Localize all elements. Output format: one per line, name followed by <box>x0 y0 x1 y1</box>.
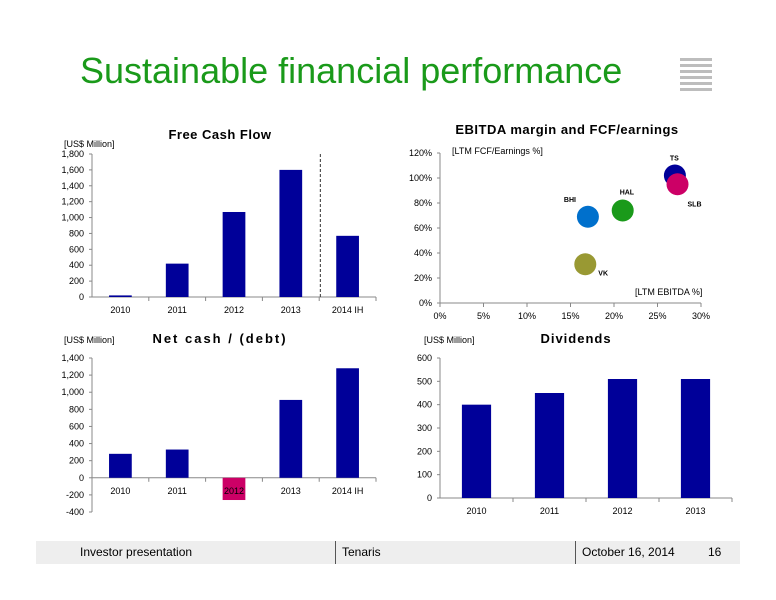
y-tick-label: 1,000 <box>61 387 84 397</box>
free-cash-flow-chart: Free Cash Flow [US$ Million] 0 200 400 600 8… <box>61 127 377 315</box>
y-tick-label: 600 <box>69 244 84 254</box>
x-tick-label: 2011 <box>168 486 187 496</box>
x-tick-label: 20% <box>605 311 623 321</box>
y-tick-label: 400 <box>417 400 432 410</box>
page-title: Sustainable financial performance <box>80 50 623 91</box>
x-tick-label: 2012 <box>224 486 244 496</box>
y-tick-label: 200 <box>69 456 84 466</box>
point-hal-label: HAL <box>620 190 635 197</box>
x-tick-label: 5% <box>477 311 490 321</box>
x-tick-label: 30% <box>692 311 710 321</box>
y-tick-label: 100 <box>417 470 432 480</box>
y-tick-label: 300 <box>417 423 432 433</box>
y-tick-label: 1,800 <box>61 149 84 159</box>
x-tick-label: 2012 <box>612 506 632 516</box>
point-vk-label: VK <box>598 270 608 277</box>
bar <box>534 393 565 498</box>
x-tick-label: 0% <box>433 311 446 321</box>
unit-label: [US$ Million] <box>64 335 115 345</box>
y-tick-label: 1,000 <box>61 213 84 223</box>
y-tick-label: 100% <box>409 173 432 183</box>
x-tick-label: 2010 <box>466 506 486 516</box>
y-tick-label: 120% <box>409 148 432 158</box>
bar <box>165 263 189 297</box>
point-slb <box>666 173 689 196</box>
x-tick-label: 2010 <box>110 305 130 315</box>
bar <box>165 449 189 478</box>
y-tick-label: -400 <box>66 507 84 517</box>
y-tick-label: 200 <box>417 446 432 456</box>
y-tick-label: 0% <box>419 298 432 308</box>
point-bhi <box>576 205 599 228</box>
y-tick-label: 1,200 <box>61 370 84 380</box>
bar <box>109 453 132 478</box>
y-tick-label: 60% <box>414 223 432 233</box>
net-cash-debt-chart: Net cash / (debt) [US$ Million] -400 -200… <box>61 331 377 517</box>
y-tick-label: 1,400 <box>61 181 84 191</box>
x-tick-label: 2011 <box>168 305 187 315</box>
bar <box>279 399 303 478</box>
chart-title: Free Cash Flow <box>168 127 271 142</box>
bar <box>222 477 246 501</box>
x-tick-label: 2010 <box>110 486 130 496</box>
bar <box>336 368 359 478</box>
y-tick-label: 600 <box>417 353 432 363</box>
point-hal <box>611 199 634 222</box>
x-tick-label: 2013 <box>281 486 301 496</box>
unit-label: [US$ Million] <box>64 139 115 149</box>
x-tick-label: 2011 <box>540 506 559 516</box>
x-tick-label: 2014 IH <box>332 305 364 315</box>
x-tick-label: 2012 <box>224 305 244 315</box>
footer-date: October 16, 2014 <box>582 545 675 559</box>
y-axis-label: [LTM FCF/Earnings %] <box>452 146 543 156</box>
page-number: 16 <box>708 545 722 559</box>
chart-title: Dividends <box>540 331 611 346</box>
footer-presentation-label: Investor presentation <box>80 545 193 559</box>
x-axis-label: [LTM EBITDA %] <box>635 287 702 297</box>
y-tick-label: 1,600 <box>61 165 84 175</box>
bar <box>607 379 638 498</box>
footer-bar: Investor presentation Tenaris October 16… <box>36 541 740 564</box>
y-tick-label: 800 <box>69 404 84 414</box>
y-tick-label: 0 <box>79 473 84 483</box>
x-tick-label: 25% <box>648 311 666 321</box>
bar <box>336 235 359 297</box>
chart-title: EBITDA margin and FCF/earnings <box>455 122 678 137</box>
x-tick-label: 2013 <box>685 506 705 516</box>
y-tick-label: 500 <box>417 376 432 386</box>
bar <box>680 379 711 498</box>
footer-company-label: Tenaris <box>342 545 381 559</box>
unit-label: [US$ Million] <box>424 335 475 345</box>
y-tick-label: 800 <box>69 228 84 238</box>
y-tick-label: 400 <box>69 439 84 449</box>
chart-title: Net cash / (debt) <box>152 331 287 346</box>
y-tick-label: 1,400 <box>61 353 84 363</box>
point-ts-label: TS <box>670 156 679 163</box>
y-tick-label: 0 <box>427 493 432 503</box>
dividends-chart: Dividends [US$ Million] 0 100 200 300 400 500… <box>417 331 733 516</box>
y-tick-label: 20% <box>414 273 432 283</box>
y-tick-label: 600 <box>69 421 84 431</box>
tenaris-logo-icon <box>680 58 712 94</box>
point-slb-label: SLB <box>688 201 702 208</box>
x-tick-label: 10% <box>518 311 536 321</box>
ebitda-margin-scatter-chart: EBITDA margin and FCF/earnings [LTM FCF/… <box>409 122 710 321</box>
bar <box>109 295 132 297</box>
y-tick-label: 0 <box>79 292 84 302</box>
x-tick-label: 2014 IH <box>332 486 364 496</box>
y-tick-label: 1,200 <box>61 197 84 207</box>
bar <box>222 211 246 297</box>
x-tick-label: 2013 <box>281 305 301 315</box>
y-tick-label: -200 <box>66 490 84 500</box>
y-tick-label: 80% <box>414 198 432 208</box>
y-tick-label: 40% <box>414 248 432 258</box>
y-tick-label: 400 <box>69 260 84 270</box>
bar <box>461 404 492 498</box>
point-bhi-label: BHI <box>564 197 576 204</box>
point-vk <box>574 253 597 276</box>
bar <box>279 169 303 297</box>
x-tick-label: 15% <box>561 311 579 321</box>
y-tick-label: 200 <box>69 276 84 286</box>
